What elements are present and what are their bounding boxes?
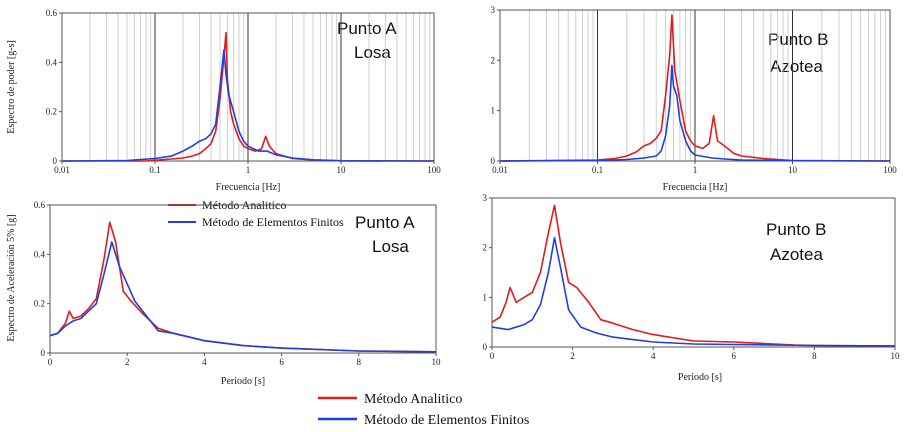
panel-2-ytick-label: 2 bbox=[491, 55, 496, 65]
panel-4-annotation-line1: Punto B bbox=[766, 220, 827, 239]
panel-1-series-finitos bbox=[61, 49, 435, 162]
panel-3-xtick-label: 0 bbox=[48, 357, 53, 367]
panel-1-xtick-label: 0.01 bbox=[54, 165, 70, 175]
panel-3-ytick-label: 0 bbox=[41, 348, 46, 358]
panel-3-ylabel: Espectro de Aceleración 5% [g] bbox=[6, 214, 17, 341]
panel-3-plot: 0 2 4 6 8 10 0 0.2 0.4 0.6 bbox=[34, 200, 441, 367]
panel-2-xtick-label: 10 bbox=[788, 165, 798, 175]
panel-3-legend: Método Analitico Método de Elementos Fin… bbox=[168, 198, 344, 229]
panel-3: Espectro de Aceleración 5% [g] Periodo [… bbox=[6, 198, 415, 387]
panel-4-annotation-line2: Azotea bbox=[770, 245, 823, 264]
panel-3-xtick-label: 2 bbox=[125, 357, 130, 367]
figure-legend: Método Analitico Método de Elementos Fin… bbox=[318, 392, 529, 428]
panel-4-frame bbox=[491, 197, 896, 348]
panel-3-xtick-label: 6 bbox=[279, 357, 284, 367]
panel-2: Frecuencia [Hz] Punto B Azotea bbox=[663, 30, 829, 193]
panel-2-series-finitos bbox=[499, 64, 891, 162]
panel-1-xtick-label: 0.1 bbox=[149, 165, 160, 175]
panel-4-xtick-label: 6 bbox=[732, 351, 737, 361]
panel-2-series-analitico bbox=[499, 14, 891, 162]
panel-2-xlabel: Frecuencia [Hz] bbox=[663, 182, 728, 193]
panel-3-ytick-label: 0.6 bbox=[34, 200, 46, 210]
panel-3-annotation-line1: Punto A bbox=[355, 213, 415, 232]
panel-4-ytick-label: 3 bbox=[483, 193, 488, 203]
panel-4-plot: 0 2 4 6 8 10 0 1 2 3 bbox=[483, 193, 901, 361]
panel-1: Espectro de poder [g-s] Frecuencia [Hz] … bbox=[6, 19, 397, 193]
panel-3-series-finitos bbox=[49, 241, 437, 353]
panel-3-xtick-label: 8 bbox=[357, 357, 362, 367]
panel-2-xtick-label: 100 bbox=[883, 165, 897, 175]
panel-1-ytick-label: 0.2 bbox=[46, 107, 57, 117]
panel-1-xtick-label: 1 bbox=[246, 165, 251, 175]
panel-4-ytick-label: 1 bbox=[483, 292, 488, 302]
panel-3-annotation-line2: Losa bbox=[372, 237, 409, 256]
panel-3-ytick-label: 0.2 bbox=[34, 299, 45, 309]
panel-3-legend-label-finitos: Método de Elementos Finitos bbox=[202, 215, 344, 229]
panel-2-ytick-label: 1 bbox=[491, 106, 496, 116]
panel-1-ylabel: Espectro de poder [g-s] bbox=[6, 40, 17, 134]
panel-4-xtick-label: 0 bbox=[490, 351, 495, 361]
panel-2-annotation-line2: Azotea bbox=[770, 57, 823, 76]
panel-4-series-analitico bbox=[491, 204, 896, 347]
panel-3-xtick-label: 4 bbox=[202, 357, 207, 367]
panel-4: Periodo [s] Punto B Azotea bbox=[678, 220, 827, 383]
panel-1-annotation-line2: Losa bbox=[354, 43, 391, 62]
panel-1-xtick-label: 10 bbox=[337, 165, 347, 175]
panel-4-xtick-label: 4 bbox=[651, 351, 656, 361]
panel-2-ytick-label: 3 bbox=[491, 5, 496, 15]
panel-2-xtick-label: 1 bbox=[693, 165, 698, 175]
panel-4-xtick-label: 2 bbox=[570, 351, 575, 361]
panel-2-ytick-label: 0 bbox=[491, 156, 496, 166]
panel-1-annotation-line1: Punto A bbox=[337, 19, 397, 38]
panel-3-ytick-label: 0.4 bbox=[34, 249, 46, 259]
panel-3-xtick-label: 10 bbox=[432, 357, 442, 367]
panel-2-xtick-label: 0.1 bbox=[592, 165, 603, 175]
panel-3-xlabel: Periodo [s] bbox=[221, 376, 265, 387]
panel-2-xtick-label: 0.01 bbox=[492, 165, 508, 175]
panel-4-series-finitos bbox=[491, 236, 896, 347]
panel-4-xtick-label: 8 bbox=[812, 351, 817, 361]
panel-4-xlabel: Periodo [s] bbox=[678, 372, 722, 383]
panel-2-plot: 0.01 0.1 1 10 100 0 1 2 3 bbox=[491, 5, 898, 175]
panel-1-xtick-label: 100 bbox=[427, 165, 441, 175]
panel-1-plot: 0.01 0.1 1 10 100 0 0.2 0.4 0.6 bbox=[46, 8, 442, 175]
panel-4-ytick-label: 2 bbox=[483, 243, 488, 253]
panel-3-frame bbox=[49, 204, 437, 354]
legend-label-analitico: Método Analitico bbox=[364, 392, 462, 407]
panel-1-ytick-label: 0.6 bbox=[46, 8, 58, 18]
panel-1-ytick-label: 0 bbox=[53, 156, 58, 166]
panel-4-xtick-label: 10 bbox=[891, 351, 901, 361]
panel-1-ytick-label: 0.4 bbox=[46, 57, 58, 67]
legend-label-finitos: Método de Elementos Finitos bbox=[364, 413, 529, 428]
panel-1-xlabel: Frecuencia [Hz] bbox=[216, 182, 281, 193]
panel-4-ytick-label: 0 bbox=[483, 342, 488, 352]
